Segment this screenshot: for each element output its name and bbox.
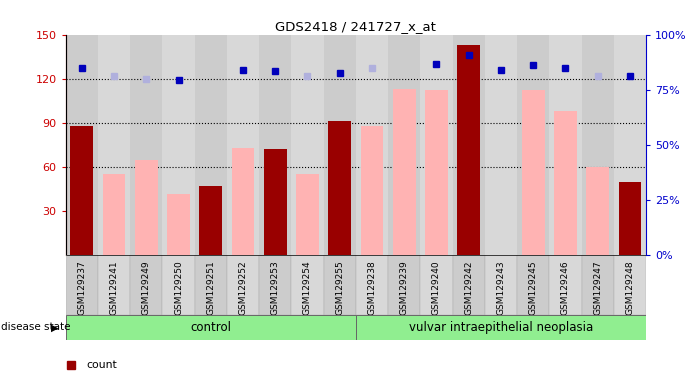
Bar — [388, 35, 420, 255]
Bar — [264, 149, 287, 255]
Bar — [162, 255, 195, 315]
Text: GSM129238: GSM129238 — [368, 260, 377, 315]
Bar — [328, 121, 351, 255]
Bar — [457, 45, 480, 255]
Bar — [614, 255, 646, 315]
Text: GSM129249: GSM129249 — [142, 260, 151, 315]
Bar — [296, 174, 319, 255]
Text: ▶: ▶ — [51, 322, 59, 333]
Bar — [388, 255, 420, 315]
Text: vulvar intraepithelial neoplasia: vulvar intraepithelial neoplasia — [409, 321, 593, 334]
Bar — [70, 126, 93, 255]
Bar — [453, 35, 485, 255]
Bar — [549, 35, 582, 255]
Text: GSM129246: GSM129246 — [561, 260, 570, 315]
Bar — [259, 35, 292, 255]
Text: GSM129250: GSM129250 — [174, 260, 183, 315]
Bar — [323, 35, 356, 255]
Bar — [292, 35, 323, 255]
Text: GSM129255: GSM129255 — [335, 260, 344, 315]
Bar — [356, 315, 646, 340]
Bar — [195, 35, 227, 255]
Text: GSM129254: GSM129254 — [303, 260, 312, 315]
Bar — [485, 255, 517, 315]
Bar — [420, 255, 453, 315]
Bar — [66, 35, 98, 255]
Bar — [135, 160, 158, 255]
Bar — [167, 194, 190, 255]
Bar — [356, 255, 388, 315]
Text: count: count — [86, 360, 117, 370]
Text: GSM129245: GSM129245 — [529, 260, 538, 315]
Bar — [425, 91, 448, 255]
Text: GSM129253: GSM129253 — [271, 260, 280, 315]
Bar — [517, 35, 549, 255]
Bar — [517, 255, 549, 315]
Bar — [195, 255, 227, 315]
Bar — [554, 111, 577, 255]
Bar — [361, 126, 384, 255]
Text: GSM129239: GSM129239 — [399, 260, 409, 315]
Bar — [522, 91, 545, 255]
Bar — [393, 89, 415, 255]
Bar — [582, 35, 614, 255]
Title: GDS2418 / 241727_x_at: GDS2418 / 241727_x_at — [276, 20, 436, 33]
Text: GSM129252: GSM129252 — [238, 260, 247, 315]
Text: GSM129243: GSM129243 — [496, 260, 506, 315]
Bar — [98, 255, 130, 315]
Bar — [227, 255, 259, 315]
Bar — [227, 35, 259, 255]
Bar — [231, 148, 254, 255]
Bar — [549, 255, 582, 315]
Bar — [66, 315, 356, 340]
Text: GSM129241: GSM129241 — [109, 260, 119, 315]
Text: GSM129248: GSM129248 — [625, 260, 634, 315]
Bar — [420, 35, 453, 255]
Text: disease state: disease state — [1, 322, 70, 333]
Bar — [292, 255, 323, 315]
Bar — [582, 255, 614, 315]
Bar — [103, 174, 125, 255]
Bar — [200, 186, 222, 255]
Bar — [485, 35, 517, 255]
Bar — [130, 255, 162, 315]
Bar — [162, 35, 195, 255]
Text: GSM129242: GSM129242 — [464, 260, 473, 314]
Text: GSM129247: GSM129247 — [593, 260, 603, 315]
Bar — [66, 255, 98, 315]
Text: GSM129237: GSM129237 — [77, 260, 86, 315]
Bar — [98, 35, 130, 255]
Bar — [259, 255, 292, 315]
Text: GSM129251: GSM129251 — [206, 260, 216, 315]
Bar — [323, 255, 356, 315]
Bar — [587, 167, 609, 255]
Bar — [614, 35, 646, 255]
Text: control: control — [190, 321, 231, 334]
Bar — [130, 35, 162, 255]
Bar — [356, 35, 388, 255]
Text: GSM129240: GSM129240 — [432, 260, 441, 315]
Bar — [618, 182, 641, 255]
Bar — [453, 255, 485, 315]
